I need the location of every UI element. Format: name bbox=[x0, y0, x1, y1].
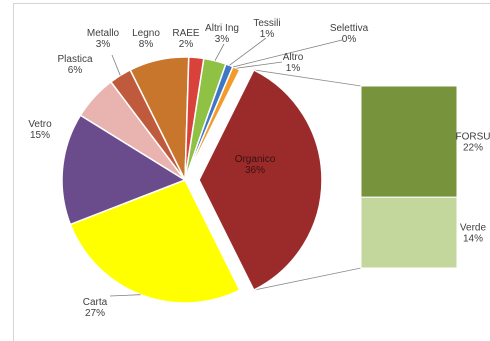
value-plastica: 6% bbox=[68, 65, 83, 76]
value-selettiva: 0% bbox=[342, 34, 357, 45]
leader-lines bbox=[109, 37, 343, 297]
value-legno: 8% bbox=[139, 39, 154, 50]
label-raee: RAEE bbox=[172, 28, 200, 39]
value-verde: 14% bbox=[463, 234, 483, 245]
label-organico: Organico bbox=[235, 154, 276, 165]
value-tessili: 1% bbox=[260, 29, 275, 40]
value-raee: 2% bbox=[179, 39, 194, 50]
label-altro: Altro bbox=[283, 52, 304, 63]
leader-selettiva bbox=[233, 39, 343, 68]
leader-metallo bbox=[111, 54, 121, 76]
value-altro: 1% bbox=[286, 63, 301, 74]
connector-lines bbox=[253, 69, 362, 291]
pie-slice-vetro bbox=[61, 114, 187, 226]
value-carta: 27% bbox=[85, 308, 105, 319]
bar-segment-verde bbox=[360, 196, 458, 269]
label-verde: Verde bbox=[460, 223, 487, 234]
connector-top bbox=[253, 69, 362, 87]
pie-slice-organico bbox=[198, 68, 323, 292]
label-altri-ing: Altri Ing bbox=[205, 23, 239, 34]
secondary-bar bbox=[360, 85, 458, 269]
leader-carta bbox=[109, 294, 141, 297]
label-legno: Legno bbox=[132, 28, 160, 39]
label-selettiva: Selettiva bbox=[330, 23, 369, 34]
leader-tessili bbox=[229, 37, 267, 66]
value-vetro: 15% bbox=[30, 130, 50, 141]
label-tessili: Tessili bbox=[253, 18, 280, 29]
label-plastica: Plastica bbox=[57, 54, 92, 65]
value-altri-ing: 3% bbox=[215, 34, 230, 45]
bar-segment-forsu bbox=[360, 85, 458, 198]
value-forsu: 22% bbox=[463, 143, 483, 154]
label-metallo: Metallo bbox=[87, 28, 120, 39]
leader-altri-ing bbox=[214, 43, 225, 61]
pie-slice-carta bbox=[69, 179, 241, 304]
leader-altro bbox=[236, 61, 283, 69]
pie-slices bbox=[61, 56, 323, 304]
value-organico: 36% bbox=[245, 165, 265, 176]
label-carta: Carta bbox=[83, 297, 108, 308]
chart-frame bbox=[13, 3, 490, 341]
connector-bottom bbox=[253, 267, 362, 291]
value-metallo: 3% bbox=[96, 39, 111, 50]
label-forsu: FORSU bbox=[456, 132, 490, 143]
label-vetro: Vetro bbox=[28, 119, 52, 130]
